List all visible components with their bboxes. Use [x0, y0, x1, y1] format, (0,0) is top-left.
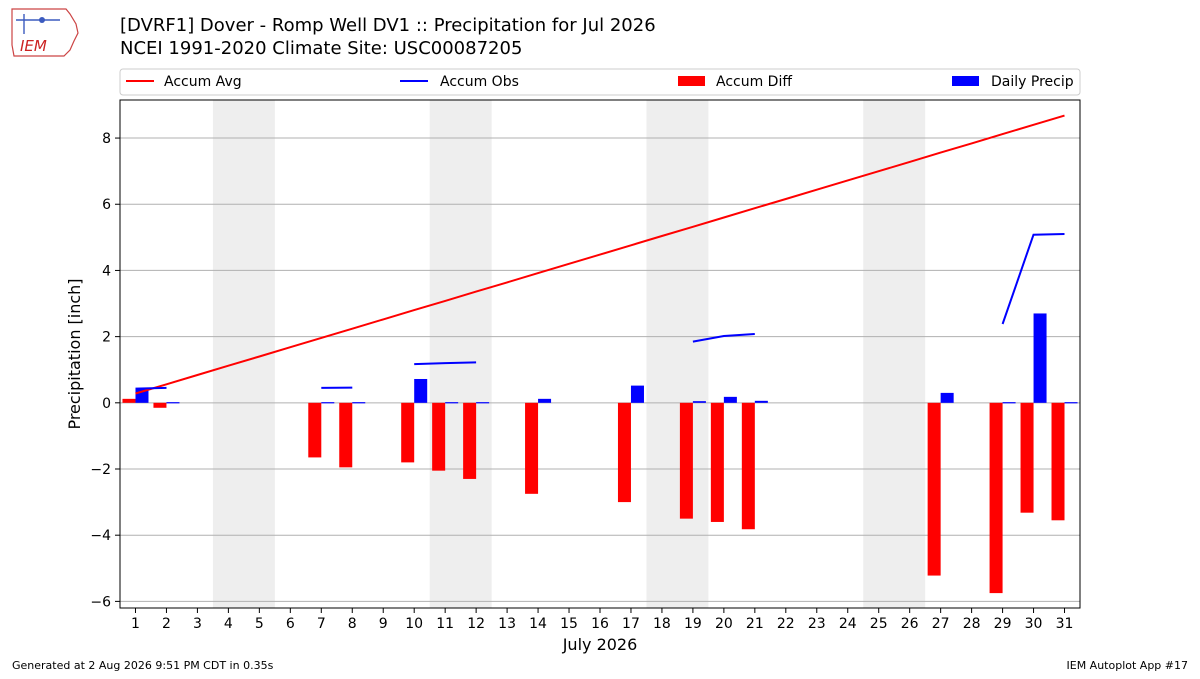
legend-label-accum-obs: Accum Obs — [440, 74, 519, 90]
weekend-band-2 — [430, 100, 492, 608]
x-tick-label: 11 — [436, 616, 454, 632]
chart-title: [DVRF1] Dover - Romp Well DV1 :: Precipi… — [120, 15, 656, 36]
accum-diff-bar — [1052, 403, 1065, 520]
accum-diff-bar — [463, 403, 476, 479]
accum-diff-bar — [525, 403, 538, 494]
legend-swatch-accum-diff — [678, 76, 705, 86]
x-axis-label: July 2026 — [562, 635, 638, 654]
daily-precip-bar — [693, 401, 706, 403]
x-tick-label: 18 — [653, 616, 671, 632]
accum-diff-bar — [990, 403, 1003, 593]
x-tick-label: 6 — [286, 616, 295, 632]
x-tick-label: 10 — [405, 616, 423, 632]
accum-diff-bar — [1021, 403, 1034, 513]
chart-subtitle: NCEI 1991-2020 Climate Site: USC00087205 — [120, 38, 522, 59]
accum-diff-bar — [432, 403, 445, 471]
x-tick-label: 15 — [560, 616, 578, 632]
x-tick-label: 26 — [901, 616, 919, 632]
daily-precip-bar — [321, 402, 334, 403]
y-tick-label: 2 — [102, 330, 111, 346]
x-tick-label: 4 — [224, 616, 233, 632]
legend-frame — [120, 69, 1080, 95]
footer-generated: Generated at 2 Aug 2026 9:51 PM CDT in 0… — [12, 659, 274, 672]
daily-precip-bar — [166, 402, 179, 403]
legend-label-daily-precip: Daily Precip — [991, 74, 1074, 90]
iem-logo: IEM — [12, 9, 78, 56]
accum-obs-line — [1003, 234, 1065, 324]
x-tick-label: 21 — [746, 616, 764, 632]
x-tick-label: 25 — [870, 616, 888, 632]
x-tick-label: 5 — [255, 616, 264, 632]
y-tick-label: 8 — [102, 131, 111, 147]
accum-diff-bar — [122, 399, 135, 403]
daily-precip-bar — [445, 402, 458, 403]
daily-precip-bar — [1003, 402, 1016, 403]
x-tick-label: 27 — [932, 616, 950, 632]
x-tick-label: 13 — [498, 616, 516, 632]
daily-precip-bar — [476, 402, 489, 403]
y-tick-label: −4 — [90, 528, 111, 544]
weekend-band-3 — [646, 100, 708, 608]
x-tick-label: 3 — [193, 616, 202, 632]
x-tick-label: 23 — [808, 616, 826, 632]
y-tick-label: 4 — [102, 263, 111, 279]
x-tick-label: 12 — [467, 616, 485, 632]
daily-precip-bar — [352, 402, 365, 403]
daily-precip-bar — [724, 397, 737, 403]
daily-precip-bar — [1065, 402, 1078, 403]
y-tick-label: 0 — [102, 396, 111, 412]
accum-obs-line — [136, 388, 167, 389]
x-tick-label: 2 — [162, 616, 171, 632]
daily-precip-bar — [941, 393, 954, 403]
logo-text: IEM — [20, 37, 47, 55]
accum-diff-bar — [618, 403, 631, 502]
legend-swatch-daily-precip — [952, 76, 979, 86]
x-tick-label: 28 — [963, 616, 981, 632]
legend-label-accum-diff: Accum Diff — [716, 74, 792, 90]
accum-diff-bar — [339, 403, 352, 468]
accum-diff-bar — [742, 403, 755, 529]
x-tick-label: 20 — [715, 616, 733, 632]
daily-precip-bar — [755, 401, 768, 403]
y-axis-label: Precipitation [inch] — [65, 278, 84, 429]
x-tick-label: 29 — [994, 616, 1012, 632]
x-tick-label: 1 — [131, 616, 140, 632]
accum-diff-bar — [153, 403, 166, 408]
daily-precip-bar — [538, 399, 551, 403]
legend: Accum Avg Accum Obs Accum Diff Daily Pre… — [120, 69, 1080, 95]
x-tick-label: 9 — [379, 616, 388, 632]
footer-app: IEM Autoplot App #17 — [1067, 659, 1189, 672]
y-tick-label: −6 — [90, 594, 111, 610]
x-tick-label: 14 — [529, 616, 547, 632]
x-tick-label: 22 — [777, 616, 795, 632]
x-tick-label: 31 — [1056, 616, 1074, 632]
x-tick-label: 7 — [317, 616, 326, 632]
accum-diff-bar — [401, 403, 414, 463]
weather-vane-hub — [39, 17, 45, 23]
accum-diff-bar — [308, 403, 321, 458]
y-tick-label: 6 — [102, 197, 111, 213]
x-tick-label: 19 — [684, 616, 702, 632]
accum-diff-bar — [928, 403, 941, 576]
daily-precip-bar — [631, 386, 644, 403]
x-tick-label: 24 — [839, 616, 857, 632]
weekend-band-4 — [863, 100, 925, 608]
y-tick-label: −2 — [90, 462, 111, 478]
accum-diff-bar — [711, 403, 724, 522]
x-tick-label: 16 — [591, 616, 609, 632]
legend-label-accum-avg: Accum Avg — [164, 74, 242, 90]
daily-precip-bar — [1034, 313, 1047, 402]
x-tick-label: 30 — [1025, 616, 1043, 632]
daily-precip-bar — [414, 379, 427, 403]
x-tick-label: 17 — [622, 616, 640, 632]
x-tick-label: 8 — [348, 616, 357, 632]
accum-diff-bar — [680, 403, 693, 519]
